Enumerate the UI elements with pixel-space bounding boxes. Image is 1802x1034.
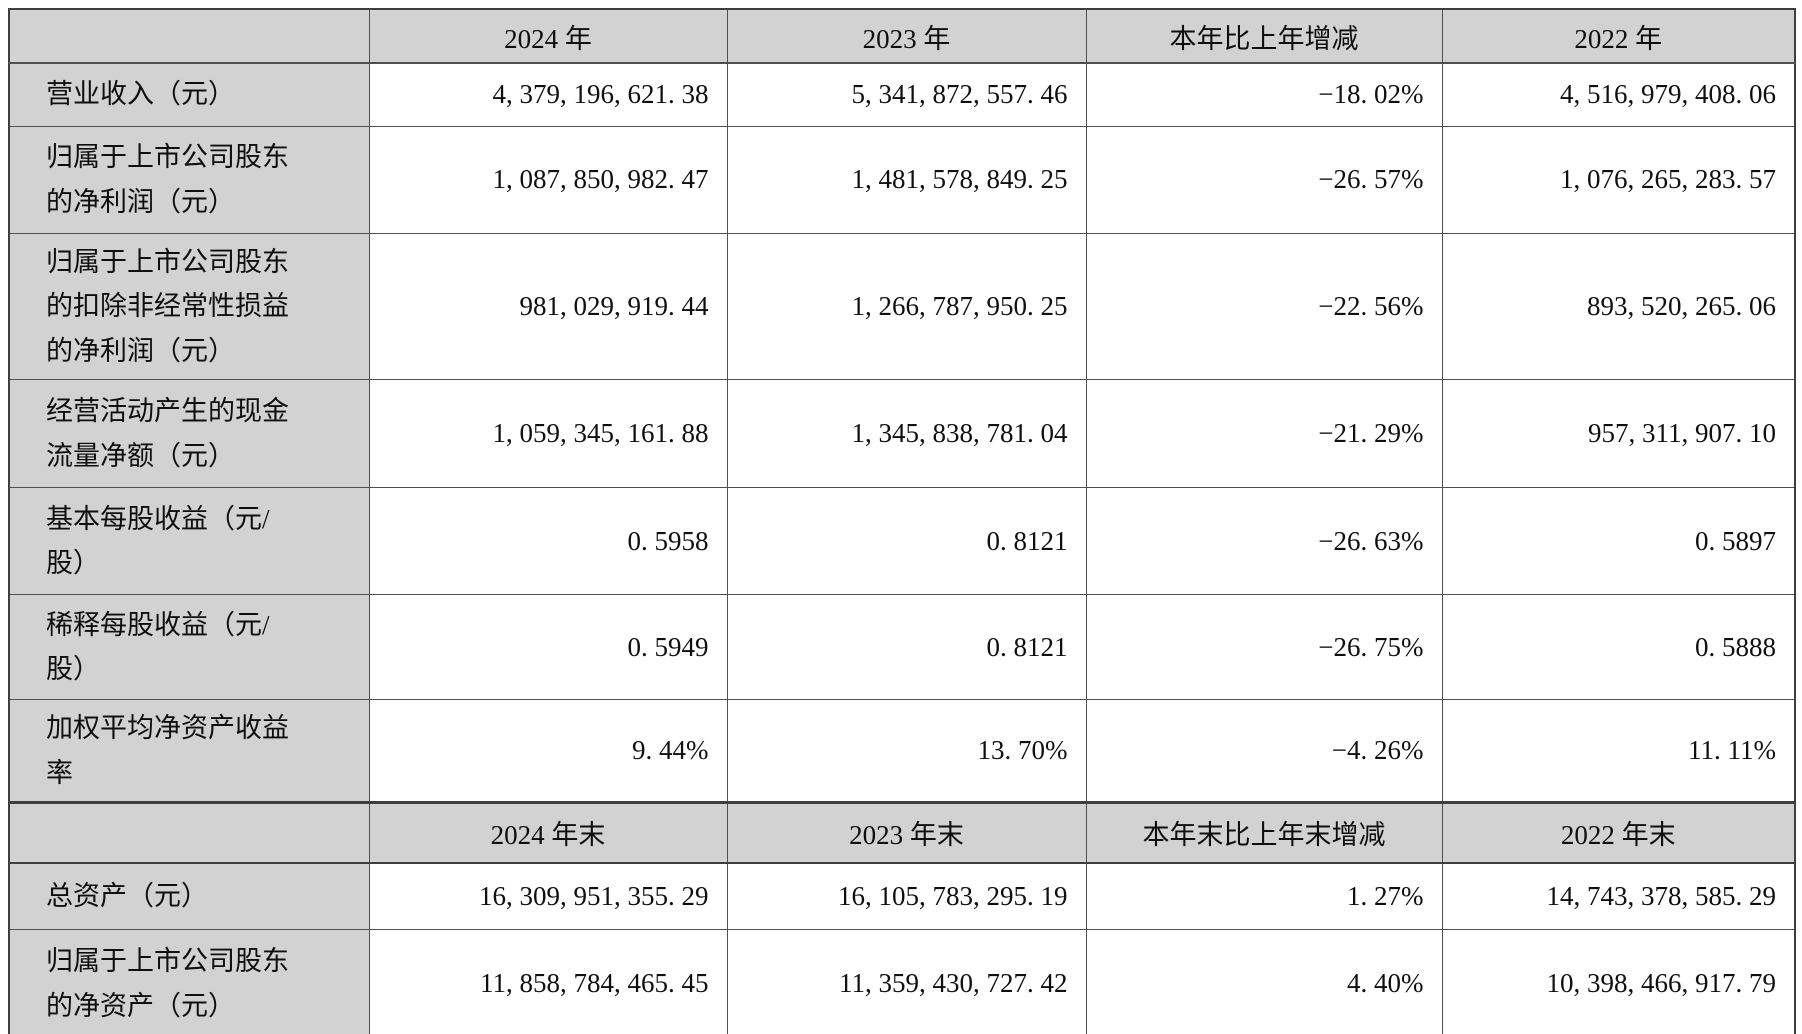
value-2022: 14, 743, 378, 585. 29 xyxy=(1441,862,1796,931)
value-2022: 11. 11% xyxy=(1441,699,1796,804)
header-yoy-change: 本年比上年增减 xyxy=(1085,8,1443,64)
value-2023: 1, 481, 578, 849. 25 xyxy=(726,125,1087,234)
row-net-profit-attributable: 归属于上市公司股东 的净利润（元） 1, 087, 850, 982. 47 1… xyxy=(8,125,1796,234)
value-2023: 1, 266, 787, 950. 25 xyxy=(726,232,1087,381)
value-2023: 1, 345, 838, 781. 04 xyxy=(726,379,1087,489)
value-2023: 5, 341, 872, 557. 46 xyxy=(726,62,1087,127)
row-label: 归属于上市公司股东 的净利润（元） xyxy=(8,125,370,234)
header-2023: 2023 年 xyxy=(726,8,1087,64)
row-basic-eps: 基本每股收益（元/ 股） 0. 5958 0. 8121 −26. 63% 0.… xyxy=(8,487,1796,596)
value-2023: 0. 8121 xyxy=(726,487,1087,596)
value-change: 1. 27% xyxy=(1085,862,1443,931)
header-blank-cell xyxy=(8,8,370,64)
header-blank-cell xyxy=(8,801,370,864)
row-label: 经营活动产生的现金 流量净额（元） xyxy=(8,379,370,489)
value-2023: 0. 8121 xyxy=(726,594,1087,701)
header-2022: 2022 年 xyxy=(1441,8,1796,64)
row-label: 营业收入（元） xyxy=(8,62,370,127)
value-2022: 957, 311, 907. 10 xyxy=(1441,379,1796,489)
header-2024-yearend: 2024 年末 xyxy=(368,801,728,864)
value-change: −26. 57% xyxy=(1085,125,1443,234)
header-2022-yearend: 2022 年末 xyxy=(1441,801,1796,864)
value-2023: 16, 105, 783, 295. 19 xyxy=(726,862,1087,931)
value-2022: 0. 5888 xyxy=(1441,594,1796,701)
row-operating-cash-flow: 经营活动产生的现金 流量净额（元） 1, 059, 345, 161. 88 1… xyxy=(8,379,1796,489)
row-total-assets: 总资产（元） 16, 309, 951, 355. 29 16, 105, 78… xyxy=(8,862,1796,931)
value-2024: 0. 5958 xyxy=(368,487,728,596)
row-label: 总资产（元） xyxy=(8,862,370,931)
value-2022: 1, 076, 265, 283. 57 xyxy=(1441,125,1796,234)
value-2024: 0. 5949 xyxy=(368,594,728,701)
value-2024: 16, 309, 951, 355. 29 xyxy=(368,862,728,931)
value-2024: 1, 087, 850, 982. 47 xyxy=(368,125,728,234)
value-2022: 0. 5897 xyxy=(1441,487,1796,596)
value-change: −21. 29% xyxy=(1085,379,1443,489)
value-2022: 10, 398, 466, 917. 79 xyxy=(1441,929,1796,1034)
value-change: −18. 02% xyxy=(1085,62,1443,127)
financial-summary-table: 2024 年 2023 年 本年比上年增减 2022 年 营业收入（元） 4, … xyxy=(8,8,1796,1034)
value-2022: 893, 520, 265. 06 xyxy=(1441,232,1796,381)
value-change: −26. 63% xyxy=(1085,487,1443,596)
header-yearend-change: 本年末比上年末增减 xyxy=(1085,801,1443,864)
value-2023: 13. 70% xyxy=(726,699,1087,804)
value-2024: 11, 858, 784, 465. 45 xyxy=(368,929,728,1034)
row-net-assets-attributable: 归属于上市公司股东 的净资产（元） 11, 858, 784, 465. 45 … xyxy=(8,929,1796,1034)
header-2023-yearend: 2023 年末 xyxy=(726,801,1087,864)
row-label: 加权平均净资产收益 率 xyxy=(8,699,370,804)
annual-header-row: 2024 年 2023 年 本年比上年增减 2022 年 xyxy=(8,8,1796,64)
row-label: 归属于上市公司股东 的净资产（元） xyxy=(8,929,370,1034)
value-2023: 11, 359, 430, 727. 42 xyxy=(726,929,1087,1034)
value-2024: 9. 44% xyxy=(368,699,728,804)
value-change: −22. 56% xyxy=(1085,232,1443,381)
yearend-header-row: 2024 年末 2023 年末 本年末比上年末增减 2022 年末 xyxy=(8,801,1796,864)
row-label: 基本每股收益（元/ 股） xyxy=(8,487,370,596)
value-2024: 4, 379, 196, 621. 38 xyxy=(368,62,728,127)
row-diluted-eps: 稀释每股收益（元/ 股） 0. 5949 0. 8121 −26. 75% 0.… xyxy=(8,594,1796,701)
value-change: 4. 40% xyxy=(1085,929,1443,1034)
row-label: 稀释每股收益（元/ 股） xyxy=(8,594,370,701)
row-label: 归属于上市公司股东 的扣除非经常性损益 的净利润（元） xyxy=(8,232,370,381)
header-2024: 2024 年 xyxy=(368,8,728,64)
value-2024: 1, 059, 345, 161. 88 xyxy=(368,379,728,489)
row-weighted-avg-roe: 加权平均净资产收益 率 9. 44% 13. 70% −4. 26% 11. 1… xyxy=(8,699,1796,804)
value-change: −26. 75% xyxy=(1085,594,1443,701)
row-net-profit-excl-nonrecurring: 归属于上市公司股东 的扣除非经常性损益 的净利润（元） 981, 029, 91… xyxy=(8,232,1796,381)
value-2024: 981, 029, 919. 44 xyxy=(368,232,728,381)
row-operating-revenue: 营业收入（元） 4, 379, 196, 621. 38 5, 341, 872… xyxy=(8,62,1796,127)
value-2022: 4, 516, 979, 408. 06 xyxy=(1441,62,1796,127)
value-change: −4. 26% xyxy=(1085,699,1443,804)
